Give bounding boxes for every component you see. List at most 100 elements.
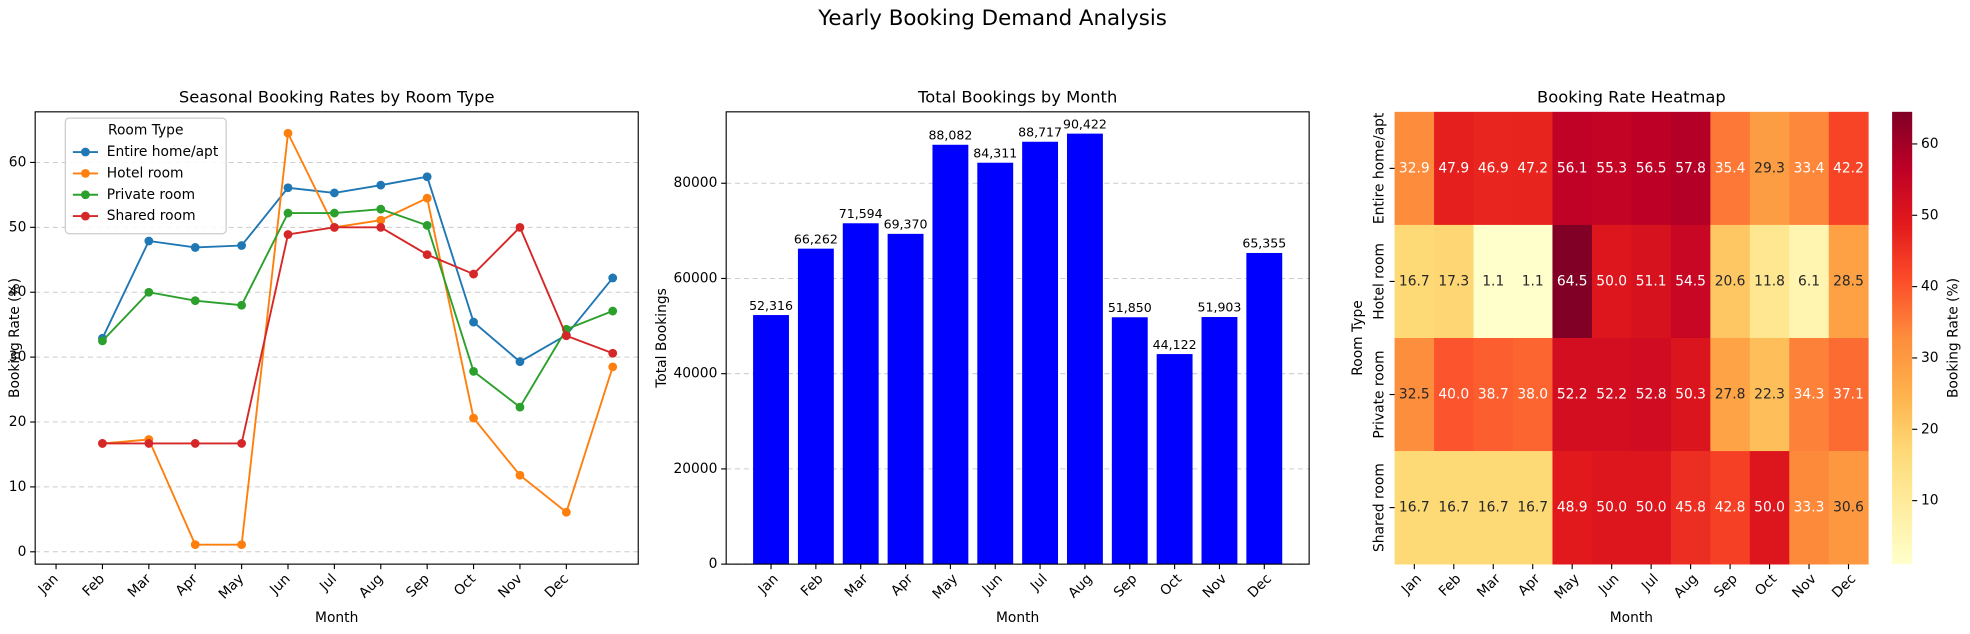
heat-cell [1631,337,1672,452]
point [283,128,293,138]
heat-cell [1512,111,1553,226]
cell-label: 16.7 [1399,273,1430,289]
cell-label: 1.1 [1482,273,1504,289]
x-tick-label: Jun [979,571,1006,598]
cell-label: 56.5 [1636,160,1667,176]
colorbar-tick-label: 40 [1921,279,1939,295]
y-tick-label: 60 [9,154,27,170]
cell-label: 16.7 [1399,500,1430,516]
chart-title: Seasonal Booking Rates by Room Type [179,88,495,107]
y-tick-label: Shared room [1372,463,1388,552]
cell-label: 42.2 [1833,160,1864,176]
cell-label: 46.9 [1478,160,1509,176]
x-tick-label: Feb [1436,571,1465,600]
heat-cell [1789,224,1830,339]
cell-label: 55.3 [1596,160,1627,176]
heat-cell [1749,451,1790,565]
heat-cell [1434,337,1474,452]
x-tick-label: Feb [79,571,108,600]
cell-label: 47.2 [1517,160,1548,176]
value-label: 52,316 [749,298,793,313]
y-tick-label: 20 [9,414,27,430]
y-tick-label: 40 [9,284,27,300]
x-tick-label: Jun [1595,571,1622,598]
heat-cell [1749,224,1790,339]
value-label: 51,903 [1198,300,1242,315]
colorbar-tick-label: 30 [1921,350,1939,366]
legend-label: Private room [107,187,195,203]
x-tick-label: May [1551,571,1583,603]
x-tick-label: Mar [125,571,155,601]
heat-cell [1512,451,1553,565]
point [469,413,478,423]
cell-label: 45.8 [1675,500,1706,516]
series-line [102,129,614,546]
heat-cell [1394,337,1435,452]
point [515,402,525,412]
cell-label: 50.0 [1596,273,1627,289]
x-tick-label: Aug [1671,571,1701,601]
point [376,215,386,225]
bar [1246,252,1283,565]
colorbar [1892,111,1913,565]
heat-cell [1552,451,1593,565]
point [144,236,154,246]
heat-cell [1828,337,1869,452]
cell-label: 57.8 [1675,160,1706,176]
point [237,300,247,310]
x-tick-label: Apr [173,571,201,599]
heat-cell [1749,337,1790,452]
cell-label: 48.9 [1557,500,1588,516]
bar [1156,354,1193,565]
x-tick-label: Jul [316,571,340,595]
heat-cell [1749,111,1790,226]
x-tick-label: Sep [1711,571,1741,601]
point [98,439,107,448]
y-tick-label: 30 [9,349,27,365]
x-tick-label: Mar [842,571,872,601]
cell-label: 33.4 [1794,160,1825,176]
cell-label: 17.3 [1438,273,1469,289]
cell-label: 40.0 [1438,387,1469,403]
legend-label: Hotel room [107,165,184,181]
point [422,172,432,182]
heat-cell [1512,224,1553,339]
cell-label: 51.1 [1636,273,1667,289]
point [608,348,618,358]
x-tick-label: Dec [1829,571,1859,601]
legend-marker [81,147,90,157]
x-tick-label: Aug [356,571,386,601]
plot-frame [34,111,639,565]
y-axis-label: Room Type [1350,300,1366,375]
x-tick-label: Aug [1065,571,1095,601]
heat-cell [1828,224,1869,339]
heat-cell [1591,111,1632,226]
heat-cell [1710,337,1751,452]
heat-cell [1591,451,1632,565]
x-tick-label: Jan [755,571,782,598]
legend-title: Room Type [108,123,183,139]
point [190,243,200,252]
heat-cell [1394,111,1435,226]
point [190,540,200,550]
cell-label: 16.7 [1478,500,1509,516]
heat-cell [1591,224,1632,339]
cell-label: 11.8 [1754,273,1785,289]
point [422,220,432,230]
point [144,287,154,297]
cell-label: 38.0 [1517,387,1548,403]
x-tick-label: Jul [1638,571,1662,595]
y-axis-label: Total Bookings [654,288,670,389]
y-tick-label: Entire home/apt [1372,112,1388,224]
x-axis-label: Month [996,610,1039,626]
cell-label: 33.3 [1794,500,1825,516]
point [329,188,339,198]
point [561,331,571,341]
cell-label: 16.7 [1517,500,1548,516]
value-label: 71,594 [839,206,883,221]
y-tick-label: 20000 [673,461,717,477]
point [237,241,247,250]
x-tick-label: Jul [1027,571,1051,595]
cell-label: 28.5 [1833,273,1864,289]
point [376,204,386,214]
